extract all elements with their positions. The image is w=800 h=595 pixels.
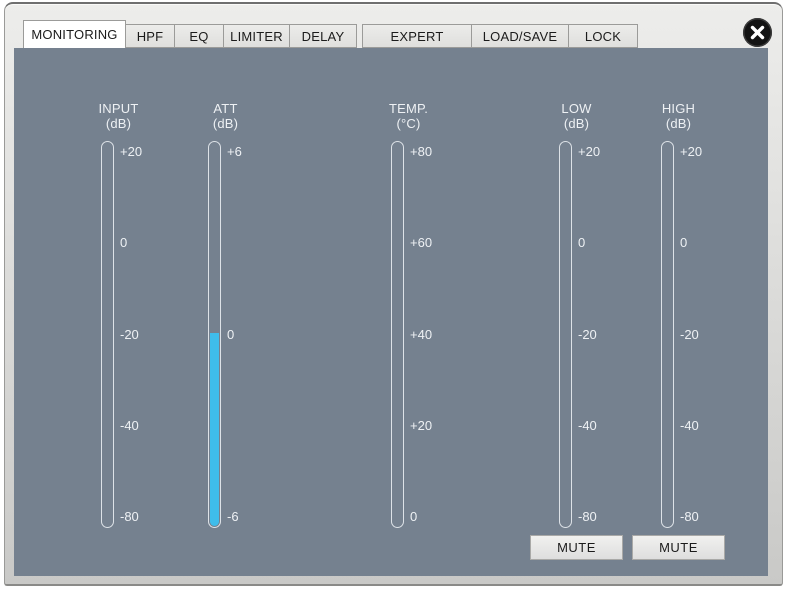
high-meter-scale: +20 0 -20 -40 -80 — [680, 141, 720, 528]
high-meter: HIGH (dB) +20 0 -20 -40 -80 — [641, 101, 721, 541]
close-button[interactable] — [743, 18, 772, 47]
meter-tick: -20 — [120, 327, 139, 342]
input-meter-scale: +20 0 -20 -40 -80 — [120, 141, 160, 528]
meter-tick: 0 — [120, 235, 128, 250]
meter-tick: +60 — [410, 235, 433, 250]
temp-meter: TEMP. (°C) +80 +60 +40 +20 0 — [371, 101, 451, 541]
mute-high-button[interactable]: MUTE — [632, 535, 725, 560]
tab-hpf[interactable]: HPF — [125, 24, 175, 48]
tab-expert[interactable]: EXPERT — [362, 24, 472, 48]
att-meter-fill — [210, 333, 219, 526]
tab-load-save[interactable]: LOAD/SAVE — [471, 24, 569, 48]
meter-tick: 0 — [680, 235, 688, 250]
meter-tick: +80 — [410, 144, 433, 159]
close-icon — [750, 25, 765, 40]
low-meter-tube — [559, 141, 572, 528]
meter-tick: +20 — [680, 144, 703, 159]
meter-tick: +20 — [578, 144, 601, 159]
temp-meter-title: TEMP. (°C) — [388, 101, 429, 131]
input-meter: INPUT (dB) +20 0 -20 -40 -80 — [81, 101, 161, 541]
tab-delay[interactable]: DELAY — [289, 24, 357, 48]
tab-eq[interactable]: EQ — [174, 24, 224, 48]
meter-tick: -6 — [227, 509, 239, 524]
meter-tick: -80 — [120, 509, 139, 524]
meter-tick: 0 — [578, 235, 586, 250]
att-meter-scale: +6 0 -6 — [227, 141, 267, 528]
att-meter: ATT (dB) +6 0 -6 — [188, 101, 268, 541]
att-meter-tube — [208, 141, 221, 528]
app-window: MONITORING HPF EQ LIMITER DELAY EXPERT L… — [4, 2, 783, 586]
mute-low-button[interactable]: MUTE — [530, 535, 623, 560]
input-meter-tube — [101, 141, 114, 528]
att-meter-title: ATT (dB) — [212, 101, 239, 131]
meter-tick: +20 — [120, 144, 143, 159]
high-meter-tube — [661, 141, 674, 528]
meter-tick: +40 — [410, 327, 433, 342]
tab-bar: MONITORING HPF EQ LIMITER DELAY EXPERT L… — [23, 20, 638, 48]
meter-tick: -20 — [578, 327, 597, 342]
low-meter: LOW (dB) +20 0 -20 -40 -80 — [539, 101, 619, 541]
tab-monitoring[interactable]: MONITORING — [23, 20, 126, 48]
meter-tick: +6 — [227, 144, 242, 159]
input-meter-title: INPUT (dB) — [98, 101, 139, 131]
meter-tick: -40 — [680, 418, 699, 433]
meter-tick: -40 — [578, 418, 597, 433]
meter-tick: -40 — [120, 418, 139, 433]
meter-tick: +20 — [410, 418, 433, 433]
low-meter-scale: +20 0 -20 -40 -80 — [578, 141, 618, 528]
meter-tick: -80 — [680, 509, 699, 524]
monitoring-panel: INPUT (dB) +20 0 -20 -40 -80 ATT (dB) +6 — [14, 48, 768, 576]
meter-tick: -20 — [680, 327, 699, 342]
low-meter-title: LOW (dB) — [561, 101, 592, 131]
temp-meter-scale: +80 +60 +40 +20 0 — [410, 141, 450, 528]
meter-tick: -80 — [578, 509, 597, 524]
meter-tick: 0 — [410, 509, 418, 524]
meter-tick: 0 — [227, 327, 235, 342]
tab-limiter[interactable]: LIMITER — [223, 24, 290, 48]
tab-lock[interactable]: LOCK — [568, 24, 638, 48]
high-meter-title: HIGH (dB) — [661, 101, 696, 131]
temp-meter-tube — [391, 141, 404, 528]
